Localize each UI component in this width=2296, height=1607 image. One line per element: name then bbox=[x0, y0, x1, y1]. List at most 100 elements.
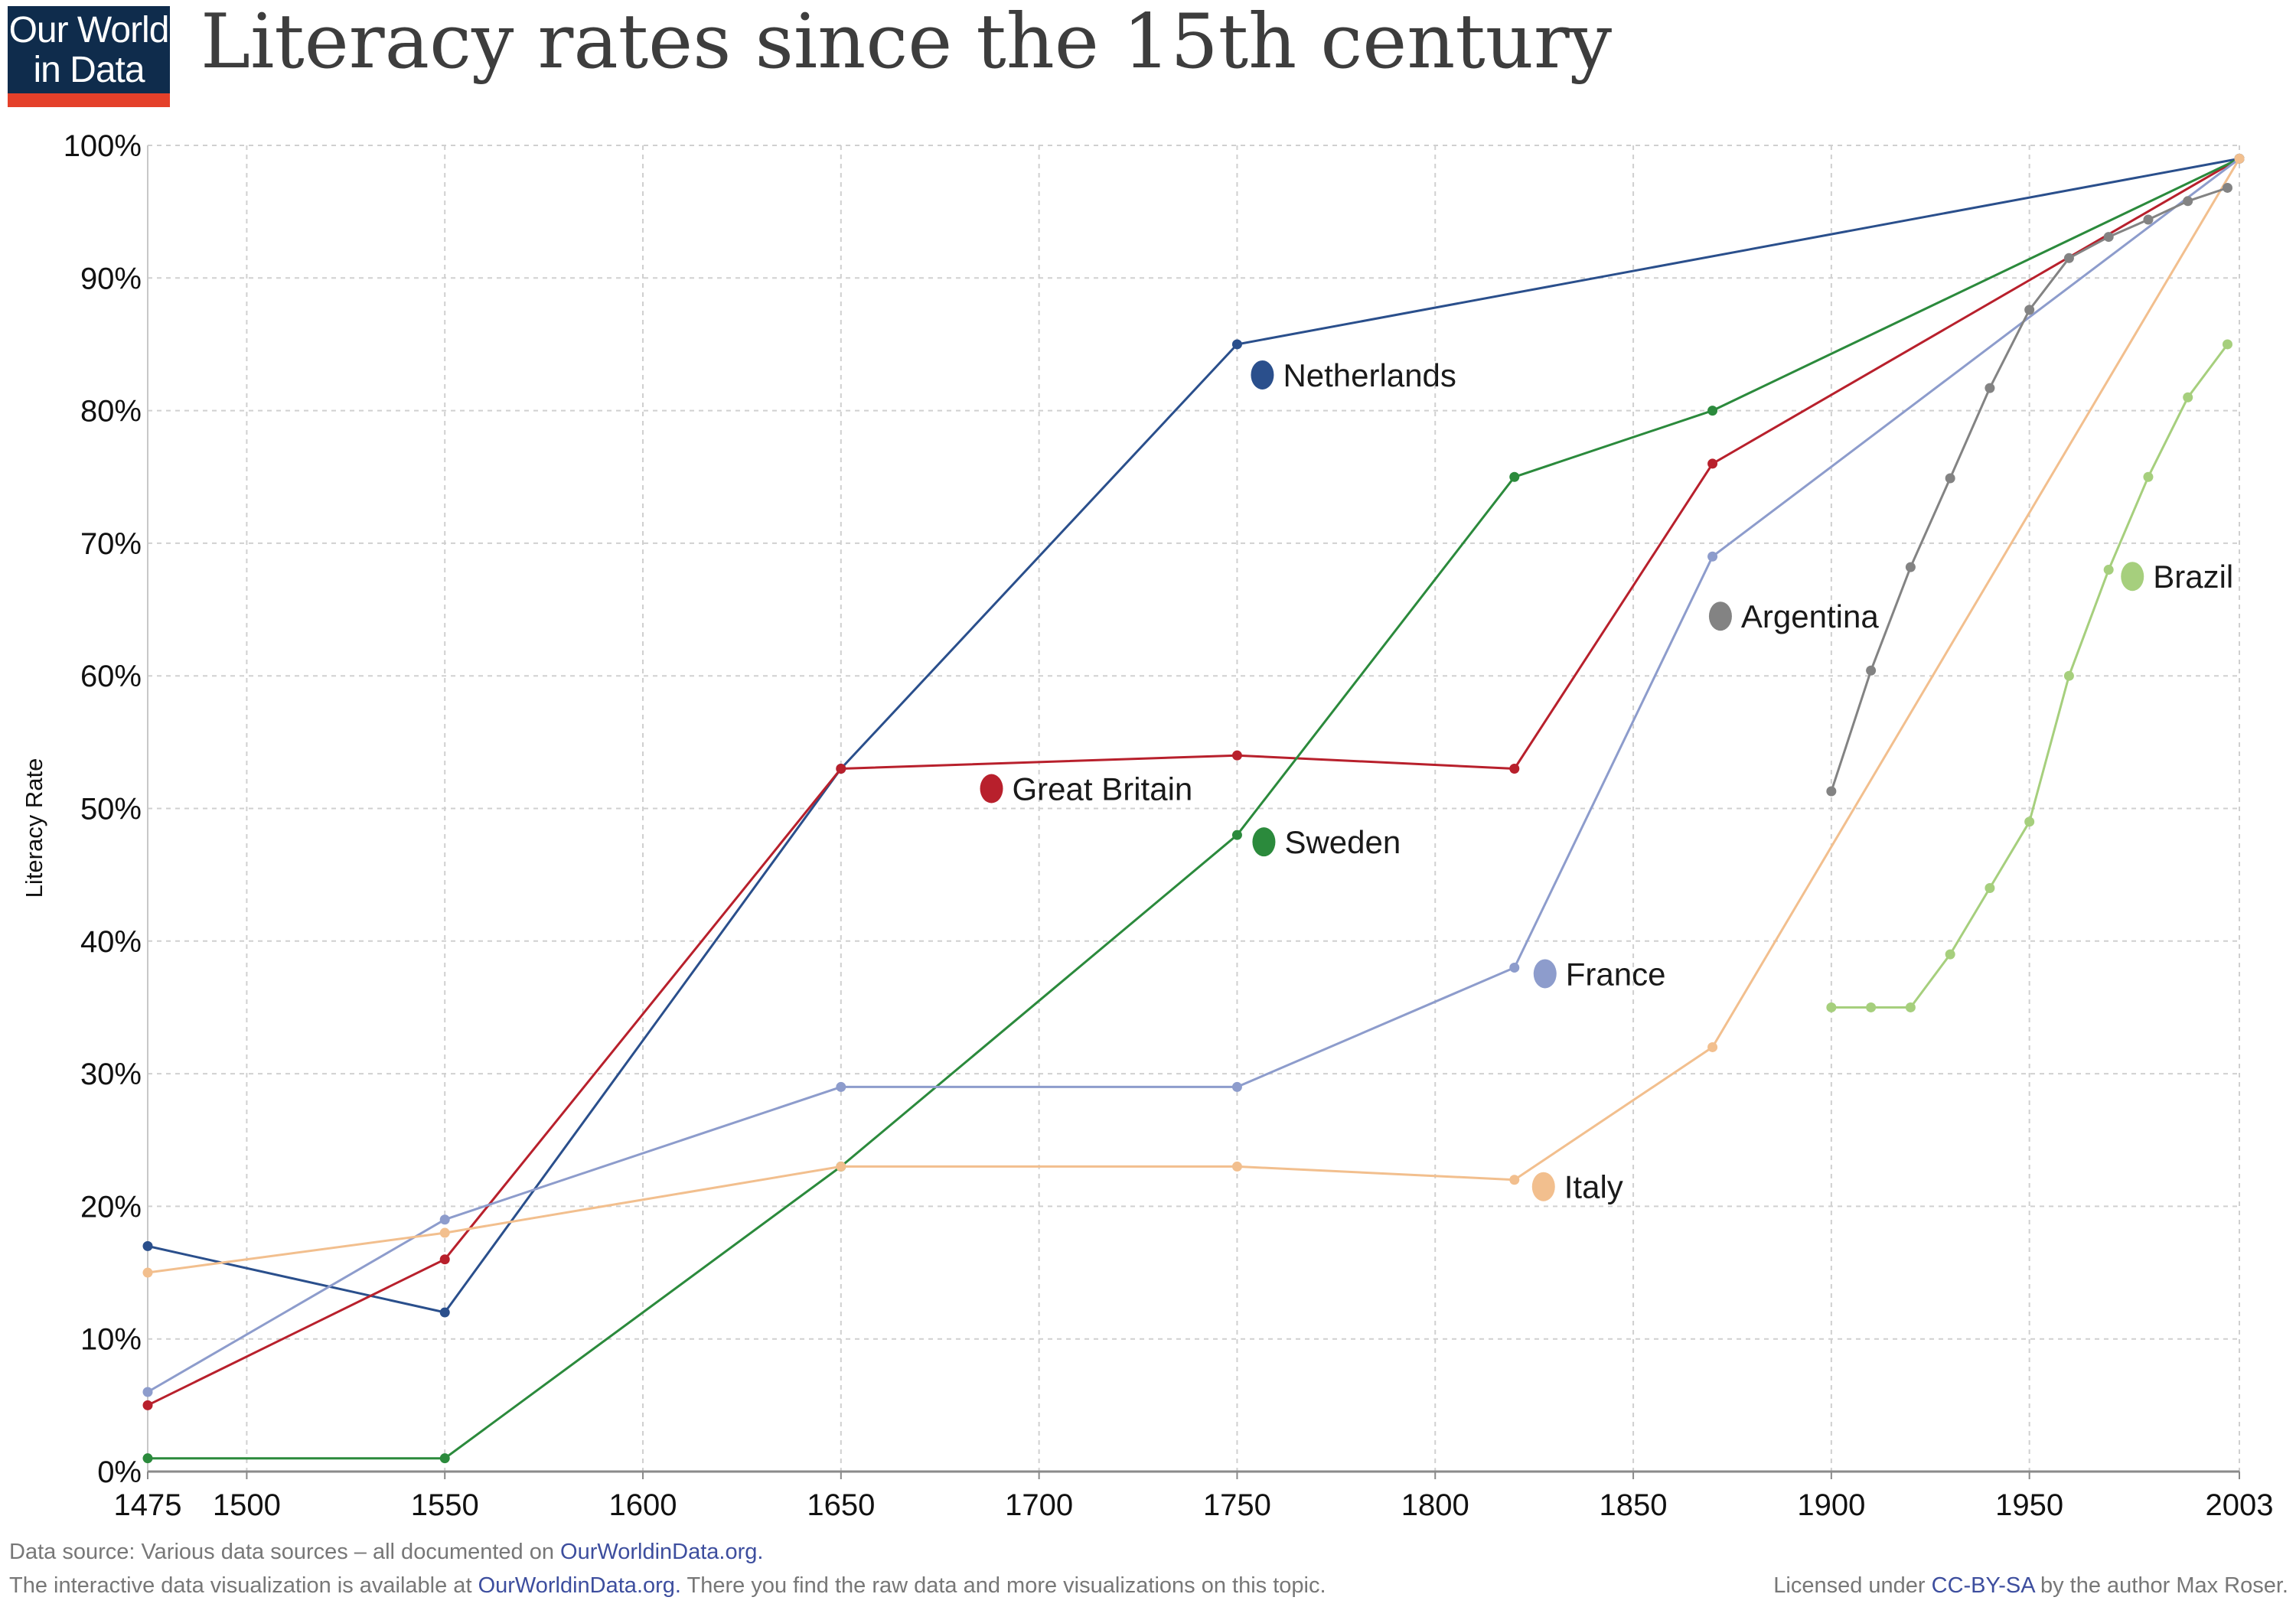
x-tick-label: 1550 bbox=[411, 1488, 479, 1522]
x-tick-label: 1700 bbox=[1005, 1488, 1073, 1522]
data-point bbox=[2103, 232, 2114, 243]
license-link[interactable]: CC-BY-SA bbox=[1931, 1573, 2034, 1598]
data-point bbox=[1866, 1002, 1877, 1012]
data-point bbox=[1905, 1002, 1916, 1012]
owid-logo: Our World in Data bbox=[8, 6, 170, 107]
data-point bbox=[1826, 1002, 1837, 1012]
data-point bbox=[1707, 458, 1718, 469]
license-note: Licensed under CC-BY-SA by the author Ma… bbox=[1773, 1573, 2288, 1599]
data-point bbox=[1945, 473, 1955, 484]
data-point bbox=[439, 1254, 450, 1265]
series-label-marker bbox=[1708, 601, 1732, 631]
series-label-text: Great Britain bbox=[1013, 771, 1193, 807]
data-point bbox=[142, 1387, 153, 1397]
data-point bbox=[439, 1227, 450, 1238]
data-point bbox=[142, 1240, 153, 1251]
x-tick-label: 2003 bbox=[2206, 1488, 2274, 1522]
data-point bbox=[1231, 750, 1242, 761]
data-point bbox=[2143, 471, 2154, 482]
x-tick-label: 1475 bbox=[114, 1488, 182, 1522]
data-point bbox=[2103, 565, 2114, 575]
x-tick-label: 1800 bbox=[1401, 1488, 1469, 1522]
data-point bbox=[2234, 153, 2245, 164]
interactive-text: The interactive data visualization is av… bbox=[9, 1573, 478, 1598]
data-point bbox=[1707, 406, 1718, 416]
y-tick-label: 30% bbox=[80, 1058, 142, 1091]
y-tick-label: 10% bbox=[80, 1323, 142, 1357]
series-line bbox=[147, 158, 2241, 1274]
series-label-marker bbox=[1251, 360, 1274, 390]
series-label-marker bbox=[980, 774, 1003, 804]
series-italy bbox=[142, 153, 2245, 1278]
data-point bbox=[1231, 830, 1242, 840]
interactive-link[interactable]: OurWorldinData.org. bbox=[478, 1573, 681, 1598]
series-label-marker bbox=[2121, 562, 2144, 592]
data-point bbox=[2024, 305, 2035, 315]
data-point bbox=[836, 1081, 846, 1092]
grid-lines bbox=[148, 145, 2240, 1472]
data-point bbox=[1231, 1161, 1242, 1172]
data-point bbox=[1509, 1175, 1520, 1185]
y-tick-label: 0% bbox=[97, 1455, 142, 1489]
y-tick-label: 20% bbox=[80, 1190, 142, 1224]
series-label-text: Italy bbox=[1564, 1169, 1623, 1205]
x-tick-label: 1850 bbox=[1600, 1488, 1668, 1522]
tick-labels: 0% 10% 20% 30% 40% 50% 60% 70% 80% 90% 100% 1475 150… bbox=[64, 129, 2274, 1522]
series-sweden bbox=[142, 153, 2245, 1464]
series-labels: Netherlands Great Britain Sweden France Ital… bbox=[980, 357, 2233, 1205]
data-point bbox=[2222, 339, 2232, 350]
data-source-text: Data source: Various data sources – all … bbox=[9, 1540, 561, 1564]
data-point bbox=[1231, 1081, 1242, 1092]
y-tick-label: 60% bbox=[80, 660, 142, 693]
data-point bbox=[2063, 253, 2074, 263]
data-point bbox=[1826, 786, 1837, 797]
series-argentina bbox=[1826, 182, 2232, 797]
data-point bbox=[2222, 182, 2232, 193]
y-tick-label: 50% bbox=[80, 793, 142, 826]
data-point bbox=[836, 1161, 846, 1172]
license-suffix: by the author Max Roser. bbox=[2033, 1573, 2288, 1598]
x-tick-label: 1900 bbox=[1797, 1488, 1865, 1522]
data-point bbox=[1945, 949, 1955, 960]
y-tick-label: 100% bbox=[64, 129, 142, 163]
series-label-text: Netherlands bbox=[1283, 357, 1456, 393]
series-lines bbox=[142, 153, 2245, 1464]
x-tick-label: 1500 bbox=[213, 1488, 281, 1522]
series-label-text: Sweden bbox=[1284, 824, 1401, 860]
data-point bbox=[1985, 383, 1995, 393]
y-axis-label: Literacy Rate bbox=[21, 758, 47, 898]
data-source-link[interactable]: OurWorldinData.org. bbox=[560, 1540, 764, 1564]
data-point bbox=[2183, 392, 2193, 403]
data-point bbox=[142, 1453, 153, 1464]
literacy-line-chart: 0% 10% 20% 30% 40% 50% 60% 70% 80% 90% 100% 1475 150… bbox=[21, 129, 2274, 1522]
data-point bbox=[1509, 764, 1520, 774]
data-point bbox=[1509, 471, 1520, 482]
data-point bbox=[142, 1400, 153, 1410]
x-tick-label: 1750 bbox=[1203, 1488, 1271, 1522]
x-tick-label: 1600 bbox=[609, 1488, 677, 1522]
data-point bbox=[1509, 962, 1520, 973]
y-tick-label: 40% bbox=[80, 925, 142, 959]
data-point bbox=[1707, 551, 1718, 562]
logo-accent-bar bbox=[8, 93, 170, 107]
license-text: Licensed under bbox=[1773, 1573, 1932, 1598]
data-point bbox=[439, 1307, 450, 1318]
axes bbox=[147, 145, 2240, 1479]
data-point bbox=[2024, 817, 2035, 827]
series-line bbox=[147, 158, 2240, 1407]
series-label-marker bbox=[1533, 959, 1557, 989]
data-point bbox=[142, 1267, 153, 1278]
data-point bbox=[836, 764, 846, 774]
series-label-text: France bbox=[1566, 956, 1666, 992]
series-netherlands bbox=[142, 153, 2245, 1318]
data-point bbox=[1985, 882, 1995, 893]
interactive-note: The interactive data visualization is av… bbox=[9, 1573, 1326, 1599]
data-point bbox=[439, 1453, 450, 1464]
interactive-suffix: There you find the raw data and more vis… bbox=[680, 1573, 1326, 1598]
series-france bbox=[142, 153, 2245, 1397]
y-tick-label: 70% bbox=[80, 527, 142, 561]
chart-title: Literacy rates since the 15th century bbox=[201, 0, 1613, 86]
data-point bbox=[439, 1214, 450, 1225]
x-tick-label: 1650 bbox=[807, 1488, 875, 1522]
data-point bbox=[2063, 670, 2074, 681]
